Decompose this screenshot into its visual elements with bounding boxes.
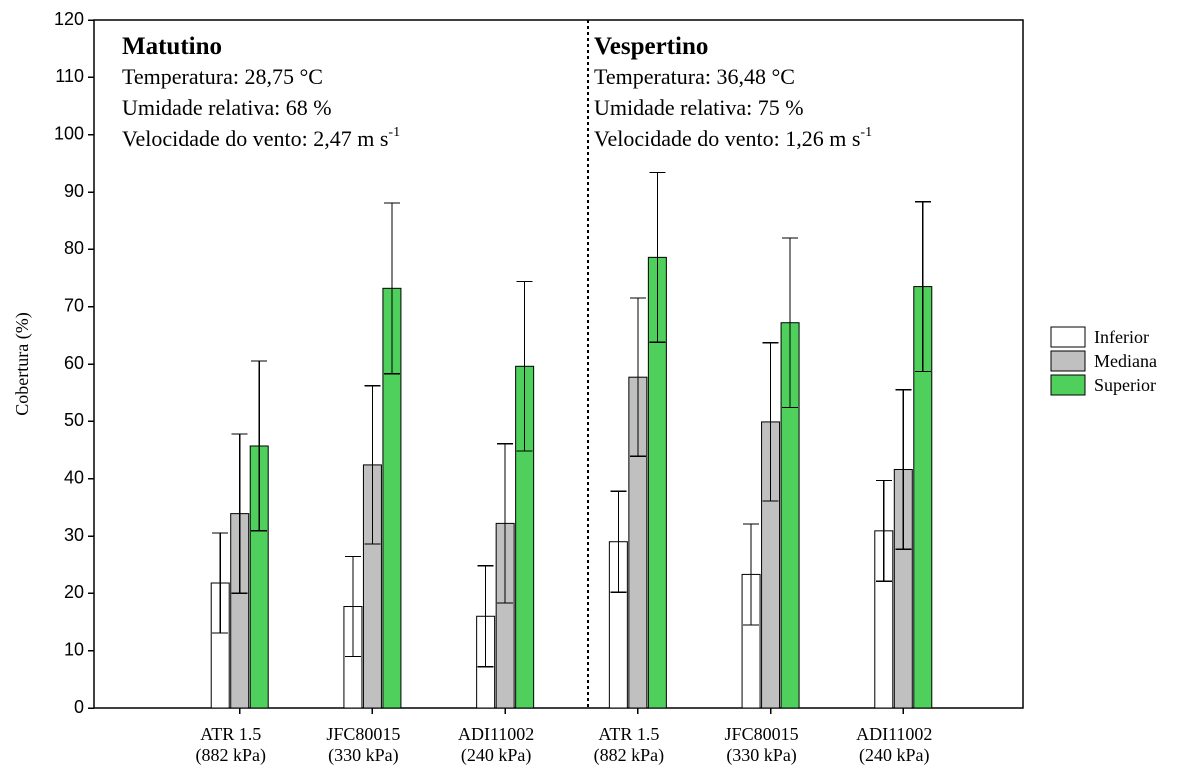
error-bar: [649, 171, 666, 343]
error-bar: [383, 202, 400, 375]
annotation-text: Umidade relativa: 68 %: [122, 95, 332, 120]
y-axis-label: Cobertura (%): [12, 312, 33, 415]
annotation-line: Umidade relativa: 68 %: [122, 95, 332, 120]
error-bar: [364, 385, 381, 545]
annotation-text: Temperatura: 36,48 °C: [594, 64, 795, 89]
x-tick-label: ATR 1.5: [598, 724, 659, 744]
y-tick-label: 0: [74, 697, 84, 717]
error-bar: [516, 280, 533, 452]
error-bar: [212, 532, 229, 634]
error-bar: [762, 342, 779, 502]
error-bar: [231, 433, 248, 594]
y-tick-label: 60: [64, 353, 84, 373]
x-tick-label: (240 kPa): [461, 745, 532, 766]
annotation-text: Umidade relativa: 75 %: [594, 95, 804, 120]
y-tick-label: 50: [64, 410, 84, 430]
legend-label: Inferior: [1094, 327, 1149, 347]
annotation-text: Velocidade do vento: 2,47 m s: [122, 126, 388, 151]
y-tick-label: 100: [54, 123, 84, 143]
y-tick-label: 80: [64, 238, 84, 258]
error-bar: [251, 360, 268, 532]
error-bar: [610, 490, 627, 593]
error-bar: [875, 479, 892, 582]
annotation-line: Velocidade do vento: 2,47 m s-1: [122, 125, 400, 151]
x-tick-label: ADI11002: [458, 724, 534, 744]
y-tick-label: 90: [64, 181, 84, 201]
x-tick-label: ADI11002: [856, 724, 932, 744]
annotation-title: Vespertino: [594, 33, 708, 60]
annotation-text: Velocidade do vento: 1,26 m s: [594, 126, 860, 151]
annotation-line: Temperatura: 28,75 °C: [122, 64, 323, 89]
x-tick-label: (330 kPa): [328, 745, 399, 766]
y-tick-label: 30: [64, 525, 84, 545]
annotation-sup: -1: [388, 125, 400, 140]
error-bar: [782, 237, 799, 409]
legend-swatch: [1050, 326, 1086, 348]
error-bar: [914, 201, 931, 373]
y-tick-label: 40: [64, 467, 84, 487]
error-bar: [629, 297, 646, 457]
error-bar: [743, 523, 760, 626]
y-tick-label: 110: [55, 66, 84, 86]
x-tick-label: (240 kPa): [859, 745, 930, 766]
x-tick-label: ATR 1.5: [200, 724, 261, 744]
y-tick-label: 20: [64, 582, 84, 602]
error-bar: [477, 565, 494, 668]
legend-swatch: [1050, 374, 1086, 396]
legend-label: Mediana: [1094, 351, 1157, 371]
y-tick-label: 10: [64, 639, 84, 659]
y-tick-label: 70: [64, 295, 84, 315]
legend-swatch: [1050, 350, 1086, 372]
annotation-text: Temperatura: 28,75 °C: [122, 64, 323, 89]
annotation-line: Umidade relativa: 75 %: [594, 95, 804, 120]
x-tick-label: (882 kPa): [195, 745, 266, 766]
annotation-sup: -1: [860, 125, 872, 140]
annotation-line: Temperatura: 36,48 °C: [594, 64, 795, 89]
error-bar: [497, 443, 514, 604]
y-tick-label: 120: [54, 9, 84, 29]
x-tick-label: (882 kPa): [594, 745, 665, 766]
annotation-title: Matutino: [122, 33, 222, 60]
annotation-line: Velocidade do vento: 1,26 m s-1: [594, 125, 872, 151]
error-bar: [344, 556, 361, 657]
legend-label: Superior: [1094, 375, 1156, 395]
x-tick-label: JFC80015: [326, 724, 400, 744]
x-tick-label: JFC80015: [725, 724, 799, 744]
x-tick-label: (330 kPa): [726, 745, 797, 766]
error-bar: [895, 389, 912, 550]
